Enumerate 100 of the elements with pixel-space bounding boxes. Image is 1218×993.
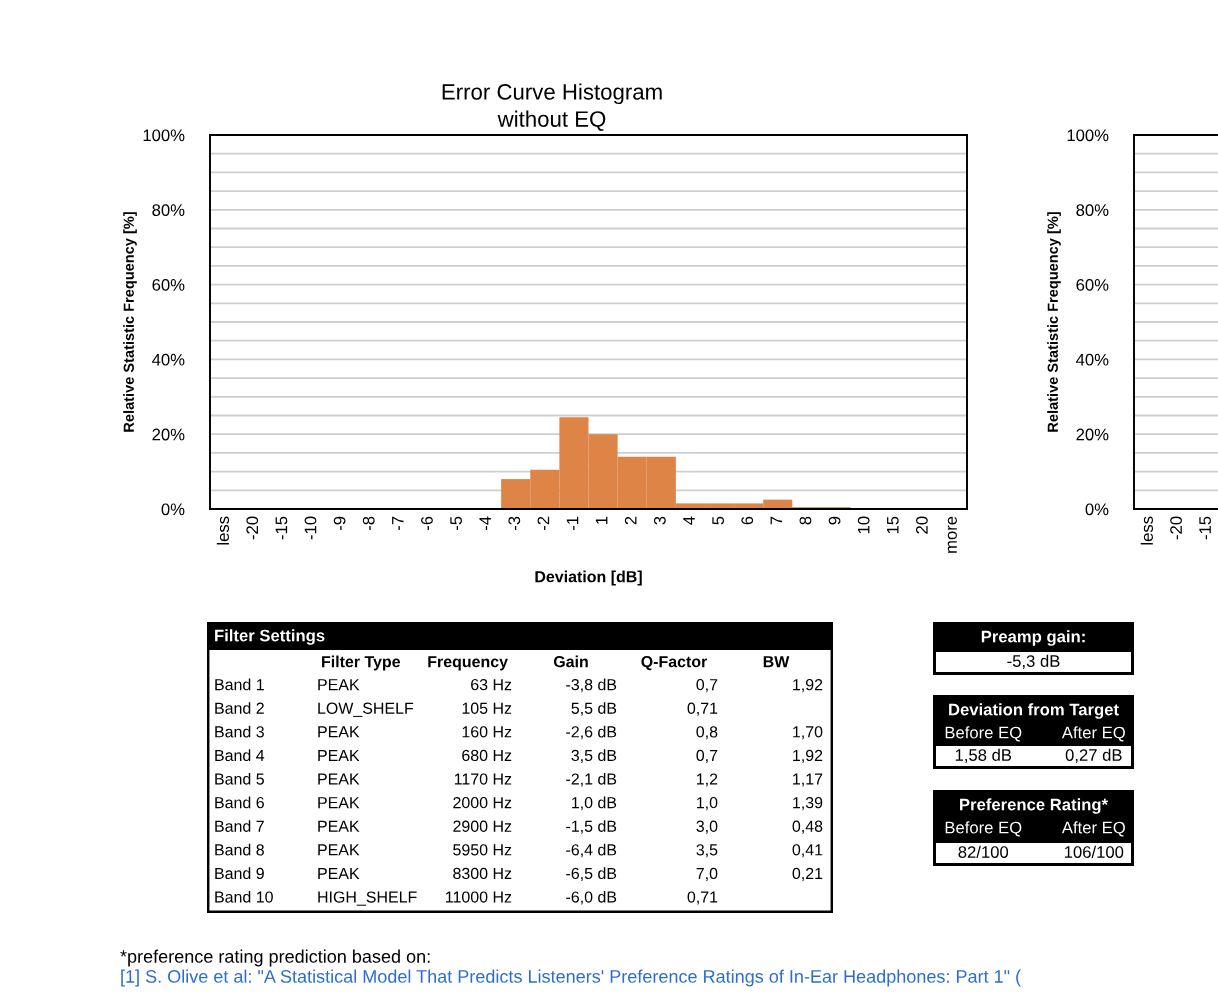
x-tick-label: 4 [683,516,695,525]
text: 63 Hz [471,678,512,691]
text: -6,4 dB [566,843,617,858]
y-axis-title: Relative Statistic Frequency [%] [123,212,137,432]
x-tick-label: 2 [624,516,637,525]
category-label: Frequency [428,656,508,671]
text: 0,71 [687,891,718,905]
text: 160 Hz [462,726,512,738]
category-label: After EQ [1061,821,1125,837]
x-tick-label: -5 [450,516,462,531]
text: 7,0 [696,867,718,881]
text: 1,92 [793,749,823,763]
x-tick-label: -8 [362,516,375,531]
y-tick-label: 100% [143,129,185,142]
text: PEAK [318,726,360,738]
text: -3,8 dB [566,678,617,693]
x-tick-label: -20 [246,516,259,540]
text: 11000 Hz [446,891,512,903]
category-label: Band 1 [215,678,264,691]
category-label: Band 10 [215,890,273,903]
x-tick-label: -15 [275,516,288,540]
text: -1,5 dB [566,820,617,834]
text: 0,21 [792,867,823,881]
text: 0,8 [696,726,718,740]
text: 3,5 [696,844,718,858]
x-tick-label: 6 [741,516,754,525]
category-label: Band 5 [215,772,264,785]
x-tick-label: 9 [828,516,841,525]
text: 1,0 [697,796,718,811]
x-tick-label: -3 [508,516,521,531]
text: 0,7 [696,749,718,763]
x-tick-label: 7 [770,516,783,525]
x-tick-label: -15 [1199,516,1211,540]
category-label: Band 4 [215,749,265,762]
text: -6,0 dB [566,890,617,905]
text: 1,58 dB [955,748,1012,763]
x-tick-label: -1 [566,516,579,531]
x-tick-label: -2 [537,516,550,531]
text: 2000 Hz [453,796,512,809]
x-tick-label: -4 [479,516,491,531]
text: 5,5 dB [571,702,617,716]
text: *preference rating prediction based on: [120,949,430,967]
text: PEAK [318,844,360,856]
y-axis-title: Relative Statistic Frequency [%] [1047,212,1061,432]
text: 105 Hz [462,702,512,714]
x-tick-label: -6 [421,516,433,531]
x-tick-label: less [216,516,230,545]
category-label: Band 9 [215,867,264,880]
x-tick-label: -20 [1170,516,1182,540]
text: 0,27 dB [1065,748,1122,763]
x-tick-label: -10 [304,516,317,540]
y-tick-label: 20% [152,428,185,441]
y-tick-label: 80% [152,204,185,216]
category-label: After EQ [1061,726,1125,742]
text: 1,39 [793,796,823,811]
text: 0,71 [687,702,718,716]
y-tick-label: 60% [152,279,185,291]
text: Filter Settings [215,629,325,645]
y-tick-label: 40% [1076,353,1109,366]
text: 680 Hz [462,749,512,762]
text: LOW_SHELF [318,702,414,717]
text: PEAK [318,679,360,691]
x-tick-label: 5 [712,516,724,525]
text: 0,48 [792,820,823,834]
text: 1,17 [793,773,823,787]
text: 2900 Hz [453,820,512,832]
y-tick-label: 0% [161,503,185,516]
y-tick-label: 40% [152,353,185,366]
x-tick-label: less [1140,516,1153,545]
x-tick-label: 1 [595,516,608,524]
text: 1,92 [793,678,823,693]
x-tick-label: -7 [392,516,404,531]
category-label: Band 6 [215,796,264,809]
x-tick-label: 8 [799,516,812,525]
text: HIGH_SHELF [318,891,417,906]
category-label: Band 7 [215,820,264,832]
x-tick-label: -9 [333,516,346,531]
text: -2,1 dB [566,772,617,787]
category-label: BW [763,656,790,668]
x-tick-label: 3 [653,516,666,525]
text: 82/100 [958,845,1009,858]
text: -6,5 dB [566,867,617,881]
text: 1,70 [793,726,823,740]
text: -2,6 dB [566,725,617,740]
y-tick-label: 100% [1067,129,1109,142]
category-label: Before EQ [945,821,1022,837]
text: 1170 Hz [454,773,512,785]
x-tick-label: 15 [887,516,899,534]
text: 3,0 [696,820,718,834]
category-label: Q-Factor [641,655,708,671]
text: PEAK [318,867,360,879]
text: 8300 Hz [453,867,512,880]
y-tick-label: 60% [1076,279,1109,291]
category-label: Filter Type [322,655,401,671]
category-label: Gain [553,655,588,668]
text: -5,3 dB [1007,654,1060,669]
text: Preamp gain: [981,630,1085,646]
x-axis-title: Deviation [dB] [535,570,642,586]
category-label: Band 2 [215,702,264,714]
category-label: Band 8 [215,843,264,856]
